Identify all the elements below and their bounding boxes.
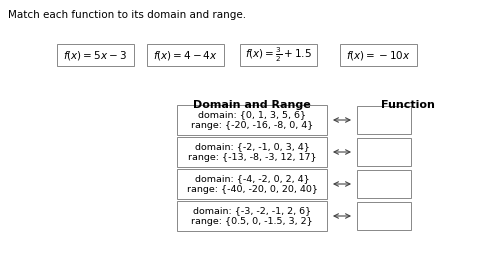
FancyBboxPatch shape <box>177 137 327 167</box>
FancyBboxPatch shape <box>357 106 411 134</box>
FancyBboxPatch shape <box>146 44 224 66</box>
FancyBboxPatch shape <box>56 44 134 66</box>
Text: range: {0.5, 0, -1.5, 3, 2}: range: {0.5, 0, -1.5, 3, 2} <box>191 217 313 226</box>
FancyBboxPatch shape <box>177 169 327 199</box>
FancyBboxPatch shape <box>240 44 316 66</box>
FancyBboxPatch shape <box>177 201 327 231</box>
Text: domain: {0, 1, 3, 5, 6}: domain: {0, 1, 3, 5, 6} <box>198 110 306 119</box>
Text: domain: {-4, -2, 0, 2, 4}: domain: {-4, -2, 0, 2, 4} <box>194 174 310 183</box>
FancyBboxPatch shape <box>357 170 411 198</box>
Text: $f(x)=4-4x$: $f(x)=4-4x$ <box>152 48 218 62</box>
Text: domain: {-3, -2, -1, 2, 6}: domain: {-3, -2, -1, 2, 6} <box>193 206 311 215</box>
Text: $f(x)=5x-3$: $f(x)=5x-3$ <box>63 48 127 62</box>
Text: domain: {-2, -1, 0, 3, 4}: domain: {-2, -1, 0, 3, 4} <box>194 142 310 151</box>
Text: Domain and Range: Domain and Range <box>193 100 311 110</box>
FancyBboxPatch shape <box>340 44 416 66</box>
Text: Function: Function <box>381 100 435 110</box>
Text: $f(x)=-10x$: $f(x)=-10x$ <box>346 48 410 62</box>
FancyBboxPatch shape <box>357 202 411 230</box>
Text: range: {-40, -20, 0, 20, 40}: range: {-40, -20, 0, 20, 40} <box>186 185 318 194</box>
Text: range: {-13, -8, -3, 12, 17}: range: {-13, -8, -3, 12, 17} <box>188 153 316 162</box>
FancyBboxPatch shape <box>177 105 327 135</box>
Text: range: {-20, -16, -8, 0, 4}: range: {-20, -16, -8, 0, 4} <box>191 121 313 130</box>
Text: $f(x)=\frac{3}{2}+1.5$: $f(x)=\frac{3}{2}+1.5$ <box>244 46 312 64</box>
FancyBboxPatch shape <box>357 138 411 166</box>
Text: Match each function to its domain and range.: Match each function to its domain and ra… <box>8 10 246 20</box>
